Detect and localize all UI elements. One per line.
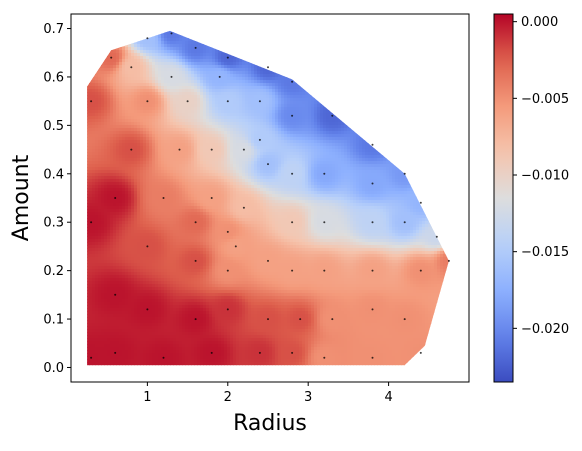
data-point bbox=[114, 352, 116, 354]
data-point bbox=[323, 173, 325, 175]
data-point bbox=[291, 115, 293, 117]
data-point bbox=[163, 357, 165, 359]
data-point bbox=[323, 221, 325, 223]
data-point bbox=[90, 221, 92, 223]
data-point bbox=[211, 149, 213, 151]
data-point bbox=[404, 318, 406, 320]
data-point bbox=[323, 357, 325, 359]
data-point bbox=[436, 236, 438, 238]
data-point bbox=[323, 270, 325, 272]
data-point bbox=[195, 318, 197, 320]
data-point bbox=[372, 144, 374, 146]
data-point bbox=[219, 76, 221, 78]
data-point bbox=[291, 270, 293, 272]
data-point bbox=[114, 197, 116, 199]
x-tick-label: 4 bbox=[384, 390, 392, 405]
data-point bbox=[372, 357, 374, 359]
colorbar-tick-label: −0.020 bbox=[521, 322, 569, 337]
data-point bbox=[227, 308, 229, 310]
y-tick-label: 0.0 bbox=[43, 361, 64, 376]
data-point bbox=[267, 66, 269, 68]
data-point bbox=[259, 100, 261, 102]
colorbar-tick-label: −0.005 bbox=[521, 92, 569, 107]
data-point bbox=[179, 149, 181, 151]
y-tick-label: 0.2 bbox=[43, 264, 64, 279]
data-point bbox=[372, 183, 374, 185]
y-tick-label: 0.6 bbox=[43, 70, 64, 85]
data-point bbox=[146, 245, 148, 247]
data-point bbox=[211, 352, 213, 354]
data-point bbox=[291, 81, 293, 83]
x-tick-label: 3 bbox=[304, 390, 312, 405]
colorbar-tick-label: −0.015 bbox=[521, 245, 569, 260]
data-point bbox=[259, 352, 261, 354]
data-point bbox=[448, 260, 450, 262]
data-point bbox=[146, 37, 148, 39]
data-point bbox=[291, 221, 293, 223]
data-point bbox=[267, 260, 269, 262]
colorbar-tick-label: 0.000 bbox=[521, 15, 558, 30]
y-axis-label: Amount bbox=[9, 154, 34, 241]
data-point bbox=[259, 139, 261, 141]
colorbar-tick-label: −0.010 bbox=[521, 169, 569, 184]
data-point bbox=[227, 100, 229, 102]
data-point bbox=[187, 100, 189, 102]
data-point bbox=[372, 308, 374, 310]
data-point bbox=[420, 202, 422, 204]
data-point bbox=[146, 308, 148, 310]
data-point bbox=[299, 318, 301, 320]
data-point bbox=[114, 294, 116, 296]
data-point bbox=[243, 149, 245, 151]
data-point bbox=[130, 66, 132, 68]
data-point bbox=[267, 318, 269, 320]
data-point bbox=[90, 100, 92, 102]
data-point bbox=[372, 221, 374, 223]
data-point bbox=[227, 231, 229, 233]
data-point bbox=[110, 57, 112, 59]
x-tick-label: 1 bbox=[143, 390, 151, 405]
data-point bbox=[267, 163, 269, 165]
data-point bbox=[291, 352, 293, 354]
data-point bbox=[195, 221, 197, 223]
data-point bbox=[331, 318, 333, 320]
data-point bbox=[420, 352, 422, 354]
data-point bbox=[195, 260, 197, 262]
data-point bbox=[227, 270, 229, 272]
colorbar bbox=[494, 14, 513, 382]
data-point bbox=[171, 32, 173, 34]
data-point bbox=[146, 100, 148, 102]
data-point bbox=[163, 197, 165, 199]
data-point bbox=[404, 173, 406, 175]
data-point bbox=[227, 57, 229, 59]
y-tick-label: 0.1 bbox=[43, 313, 64, 328]
data-point bbox=[331, 115, 333, 117]
data-point bbox=[404, 221, 406, 223]
data-point bbox=[171, 76, 173, 78]
y-tick-label: 0.7 bbox=[43, 22, 64, 37]
y-tick-label: 0.3 bbox=[43, 216, 64, 231]
data-point bbox=[235, 245, 237, 247]
data-point bbox=[195, 47, 197, 49]
x-axis-label: Radius bbox=[233, 411, 307, 436]
y-tick-label: 0.5 bbox=[43, 119, 64, 134]
data-point bbox=[130, 149, 132, 151]
data-point bbox=[420, 270, 422, 272]
data-point bbox=[243, 207, 245, 209]
y-tick-label: 0.4 bbox=[43, 167, 64, 182]
data-point bbox=[291, 173, 293, 175]
data-point bbox=[372, 270, 374, 272]
x-tick-label: 2 bbox=[224, 390, 232, 405]
data-point bbox=[211, 197, 213, 199]
data-point bbox=[90, 357, 92, 359]
